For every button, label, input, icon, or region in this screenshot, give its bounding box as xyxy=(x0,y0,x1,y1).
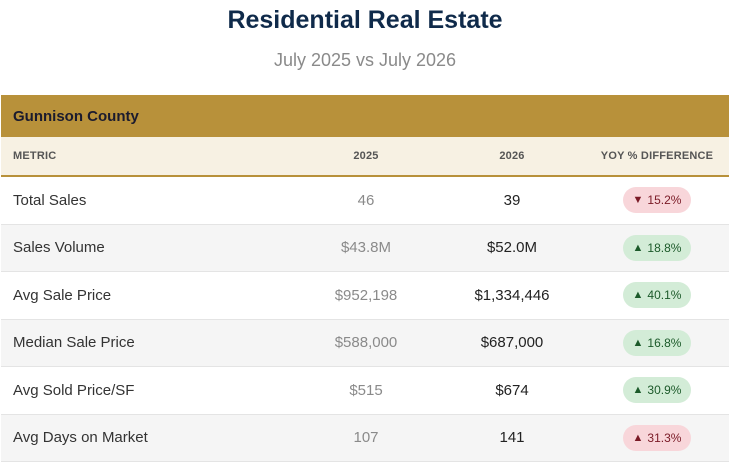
yoy-value: 40.1% xyxy=(647,288,682,303)
metric-label: Median Sale Price xyxy=(13,334,135,352)
yoy-value: 16.8% xyxy=(647,335,682,350)
metric-label: Avg Sold Price/SF xyxy=(13,381,135,399)
yoy-badge: ▲ 40.1% xyxy=(623,282,691,309)
yoy-badge: ▲ 31.3% xyxy=(623,424,691,451)
value-2026: 39 xyxy=(503,191,521,209)
metric-label: Sales Volume xyxy=(13,239,105,257)
yoy-badge: ▲ 18.8% xyxy=(623,234,691,261)
yoy-badge: ▲ 30.9% xyxy=(623,377,691,404)
trend-up-icon: ▲ xyxy=(632,241,644,254)
county-header: Gunnison County xyxy=(1,95,729,137)
page-title: Residential Real Estate xyxy=(227,6,503,34)
column-header-row: METRIC 2025 2026 YOY % DIFFERENCE xyxy=(1,137,729,177)
table-row: Total Sales 46 39 ▼ 15.2% xyxy=(1,177,729,225)
trend-up-icon: ▲ xyxy=(632,336,644,349)
value-2025: 107 xyxy=(353,429,379,447)
column-header-yoy: YOY % DIFFERENCE xyxy=(600,150,714,162)
yoy-badge: ▲ 16.8% xyxy=(623,329,691,356)
column-header-metric: METRIC xyxy=(13,150,57,162)
value-2025: 46 xyxy=(357,191,375,209)
value-2026: $1,334,446 xyxy=(474,286,550,304)
metric-label: Total Sales xyxy=(13,191,87,209)
yoy-value: 15.2% xyxy=(647,193,682,208)
metric-label: Avg Days on Market xyxy=(13,429,148,447)
yoy-value: 31.3% xyxy=(647,430,682,445)
yoy-badge: ▼ 15.2% xyxy=(623,187,691,214)
value-2026: $52.0M xyxy=(486,239,538,257)
value-2026: 141 xyxy=(499,429,525,447)
trend-down-icon: ▼ xyxy=(632,194,644,207)
value-2025: $588,000 xyxy=(334,334,398,352)
yoy-value: 30.9% xyxy=(647,383,682,398)
value-2026: $674 xyxy=(495,381,529,399)
table-row: Avg Sold Price/SF $515 $674 ▲ 30.9% xyxy=(1,367,729,415)
value-2025: $952,198 xyxy=(334,286,398,304)
column-header-2026: 2026 xyxy=(499,150,525,162)
value-2025: $43.8M xyxy=(340,239,392,257)
trend-up-icon: ▲ xyxy=(632,431,644,444)
value-2026: $687,000 xyxy=(480,334,544,352)
table-row: Median Sale Price $588,000 $687,000 ▲ 16.… xyxy=(1,319,729,367)
column-header-2025: 2025 xyxy=(353,150,379,162)
stats-table: Gunnison County METRIC 2025 2026 YOY % D… xyxy=(1,95,729,462)
table-row: Avg Days on Market 107 141 ▲ 31.3% xyxy=(1,414,729,462)
page-subtitle: July 2025 vs July 2026 xyxy=(273,50,457,70)
value-2025: $515 xyxy=(349,381,383,399)
table-row: Avg Sale Price $952,198 $1,334,446 ▲ 40.1… xyxy=(1,272,729,320)
table-row: Sales Volume $43.8M $52.0M ▲ 18.8% xyxy=(1,224,729,272)
yoy-value: 18.8% xyxy=(647,240,682,255)
metric-label: Avg Sale Price xyxy=(13,286,112,304)
trend-up-icon: ▲ xyxy=(632,289,644,302)
trend-up-icon: ▲ xyxy=(632,384,644,397)
